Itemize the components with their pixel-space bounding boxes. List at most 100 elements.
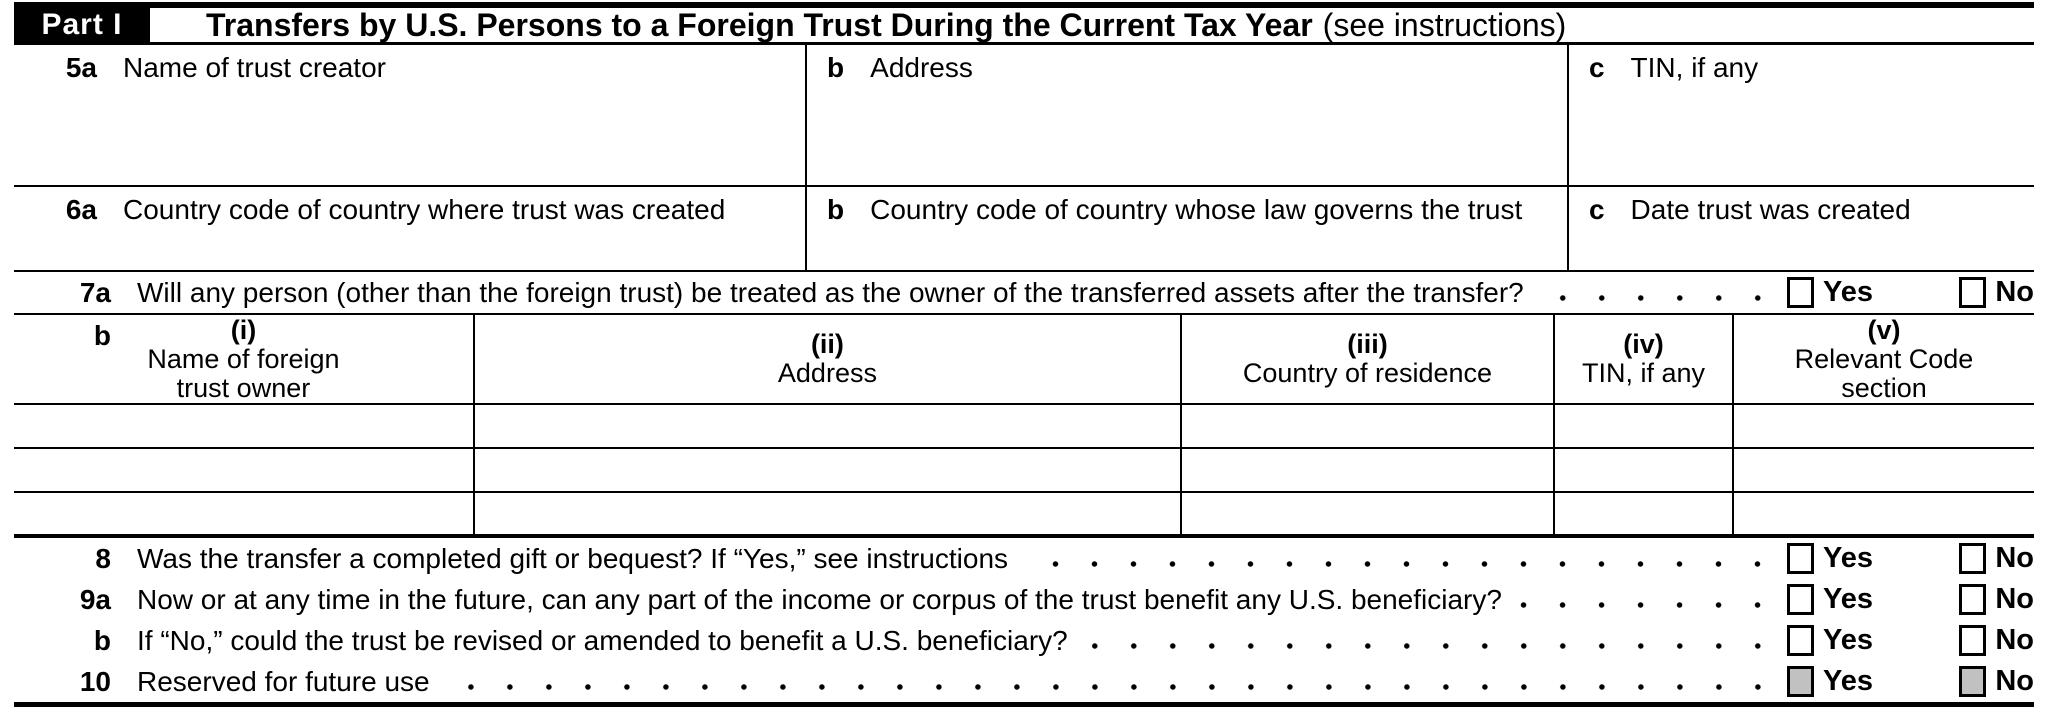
trust-creator-tin-field[interactable]: c TIN, if any <box>1566 45 2034 185</box>
question-number: b <box>93 624 111 656</box>
trust-creator-address-field[interactable]: b Address <box>805 45 1567 185</box>
table-cell-r2-c2[interactable] <box>472 449 1180 491</box>
question-text: Reserved for future use <box>137 665 430 697</box>
field-number: c <box>1588 194 1605 225</box>
table-cell-r2-c1[interactable] <box>14 449 473 491</box>
col-header-iii: (iii) Country of residence <box>1179 315 1553 403</box>
yes-label: Yes <box>1823 665 1873 697</box>
trust-creator-name-field[interactable]: 5a Name of trust creator <box>14 45 805 185</box>
table-cell-r3-c4[interactable] <box>1553 493 1732 534</box>
table-cell-r1-c5[interactable] <box>1732 405 2034 447</box>
yes-label: Yes <box>1823 583 1873 615</box>
q9a-yes-checkbox[interactable] <box>1787 584 1814 615</box>
col-label: Name of foreign trust owner <box>147 343 340 403</box>
q10-yes-checkbox <box>1787 666 1814 697</box>
table-cell-r3-c1[interactable] <box>14 493 473 534</box>
no-label: No <box>1995 583 2034 615</box>
yes-option: Yes <box>1787 542 1873 575</box>
question-number: 10 <box>79 665 111 697</box>
q7a-yes-checkbox[interactable] <box>1787 277 1814 308</box>
question-text: Will any person (other than the foreign … <box>137 276 1524 308</box>
field-number: 6a <box>65 194 97 225</box>
yes-no-group: Yes No <box>1787 665 2034 698</box>
field-number: b <box>827 194 845 225</box>
field-number: 5a <box>65 52 97 83</box>
q9a-no-checkbox[interactable] <box>1959 584 1987 615</box>
col-index: (i) <box>230 314 257 345</box>
table-cell-r3-c5[interactable] <box>1732 493 2034 534</box>
question-number: 7a <box>79 276 111 308</box>
no-label: No <box>1995 276 2034 308</box>
field-number: c <box>1588 52 1605 83</box>
yes-label: Yes <box>1823 276 1873 308</box>
row-5: 5a Name of trust creator b Address c TIN, i… <box>14 45 2034 187</box>
question-row-10: 10 Reserved for future use Yes No <box>14 661 2034 702</box>
no-label: No <box>1995 665 2034 697</box>
dot-leader <box>1024 558 1777 570</box>
dot-leader <box>1517 599 1777 611</box>
dot-leader <box>1083 640 1777 652</box>
table-cell-r1-c1[interactable] <box>14 405 473 447</box>
q8-no-checkbox[interactable] <box>1959 543 1987 574</box>
row-7b-label: b <box>93 320 111 351</box>
table-row <box>14 493 2034 534</box>
table-cell-r1-c4[interactable] <box>1553 405 1732 447</box>
col-header-v: (v) Relevant Code section <box>1732 315 2034 403</box>
country-code-law-field[interactable]: b Country code of country whose law gover… <box>805 187 1567 270</box>
col-label: Relevant Code section <box>1794 343 1974 403</box>
part-title-note: (see instructions) <box>1322 6 1567 43</box>
question-row-9a: 9a Now or at any time in the future, can… <box>14 579 2034 620</box>
no-label: No <box>1995 542 2034 574</box>
q8-yes-checkbox[interactable] <box>1787 543 1814 574</box>
yes-option: Yes <box>1787 665 1873 698</box>
yes-label: Yes <box>1823 624 1873 656</box>
question-number: 9a <box>79 583 111 615</box>
no-label: No <box>1995 624 2034 656</box>
field-label: Name of trust creator <box>123 52 386 83</box>
table-cell-r3-c3[interactable] <box>1179 493 1553 534</box>
table-cell-r2-c3[interactable] <box>1179 449 1553 491</box>
question-row-7a: 7a Will any person (other than the forei… <box>14 272 2034 315</box>
date-trust-created-field[interactable]: c Date trust was created <box>1566 187 2034 270</box>
col-label: Address <box>777 358 877 388</box>
no-option: No <box>1959 542 2034 575</box>
country-code-created-field[interactable]: 6a Country code of country where trust wa… <box>14 187 805 270</box>
table-cell-r3-c2[interactable] <box>472 493 1180 534</box>
no-option: No <box>1959 665 2034 698</box>
col-header-i: (i) Name of foreign trust owner <box>14 315 473 403</box>
trust-owner-table-header: b (i) Name of foreign trust owner (ii) A… <box>14 315 2034 405</box>
field-label: Country code of country whose law govern… <box>870 194 1523 225</box>
field-number: b <box>827 52 845 83</box>
part-badge: Part I <box>14 8 150 42</box>
dot-leader <box>1539 292 1777 304</box>
table-cell-r2-c4[interactable] <box>1553 449 1732 491</box>
no-option: No <box>1959 624 2034 657</box>
table-cell-r1-c3[interactable] <box>1179 405 1553 447</box>
question-text: Was the transfer a completed gift or beq… <box>137 542 1009 574</box>
table-cell-r1-c2[interactable] <box>472 405 1180 447</box>
question-number: 8 <box>95 542 111 574</box>
col-header-iv: (iv) TIN, if any <box>1553 315 1732 403</box>
no-option: No <box>1959 276 2034 309</box>
yes-option: Yes <box>1787 276 1873 309</box>
yes-option: Yes <box>1787 583 1873 616</box>
q7a-no-checkbox[interactable] <box>1959 277 1987 308</box>
q9b-yes-checkbox[interactable] <box>1787 625 1814 656</box>
yes-label: Yes <box>1823 542 1873 574</box>
q9b-no-checkbox[interactable] <box>1959 625 1987 656</box>
part-header: Part I Transfers by U.S. Persons to a Fo… <box>14 2 2034 45</box>
field-label: Date trust was created <box>1630 194 1911 225</box>
col-index: (v) <box>1867 314 1901 345</box>
question-text: If “No,” could the trust be revised or a… <box>137 624 1068 656</box>
yes-no-group: Yes No <box>1787 624 2034 657</box>
yes-option: Yes <box>1787 624 1873 657</box>
trust-owner-table: b (i) Name of foreign trust owner (ii) A… <box>14 315 2034 538</box>
col-index: (iii) <box>1347 329 1388 359</box>
table-cell-r2-c5[interactable] <box>1732 449 2034 491</box>
col-label: Country of residence <box>1242 358 1493 388</box>
question-row-8: 8 Was the transfer a completed gift or b… <box>14 538 2034 579</box>
question-text: Now or at any time in the future, can an… <box>137 583 1502 615</box>
no-option: No <box>1959 583 2034 616</box>
table-row <box>14 449 2034 493</box>
